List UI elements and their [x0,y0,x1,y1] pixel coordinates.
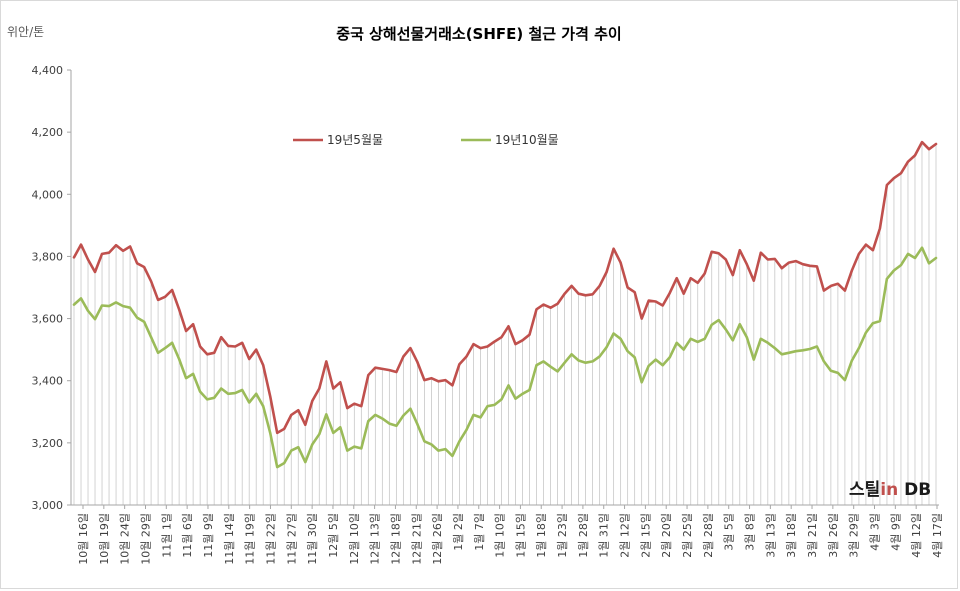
x-tick-label: 3월 26일 [826,513,840,558]
legend-label-2: 19년10월물 [495,133,559,147]
x-tick-label: 10월 29일 [138,513,152,565]
x-tick-label: 1월 2일 [451,513,465,551]
x-tick-label: 12월 5일 [326,513,340,558]
x-tick-label: 11월 22일 [263,513,277,565]
x-tick-label: 1월 23일 [555,513,569,558]
x-tick-label: 2월 15일 [638,513,652,558]
x-tick-label: 11월 9일 [201,513,215,558]
x-tick-label: 2월 20일 [659,513,673,558]
legend-label-1: 19년5월물 [327,133,383,147]
x-tick-label: 11월 27일 [284,513,298,565]
x-tick-label: 10월 24일 [118,513,132,565]
x-tick-label: 12월 21일 [409,513,423,565]
x-tick-label: 1월 7일 [472,513,486,551]
x-tick-label: 3월 21일 [805,513,819,558]
x-tick-label: 1월 28일 [576,513,590,558]
x-tick-label: 1월 15일 [513,513,527,558]
x-tick-label: 11월 19일 [243,513,257,565]
x-tick-label: 4월 9일 [888,513,902,551]
x-tick-label: 1월 10일 [493,513,507,558]
y-tick-label: 3,200 [32,437,64,450]
x-tick-label: 11월 1일 [159,513,173,558]
x-tick-label: 3월 29일 [847,513,861,558]
y-tick-label: 3,600 [32,313,64,326]
y-tick-label: 4,000 [32,188,64,201]
x-tick-label: 10월 16일 [76,513,90,565]
steelin-db-logo: 스틸in DB [849,480,932,500]
chart-title: 중국 상해선물거래소(SHFE) 철근 가격 추이 [336,25,622,43]
x-tick-label: 11월 30일 [305,513,319,565]
x-tick-label: 11월 6일 [180,513,194,558]
x-tick-label: 12월 26일 [430,513,444,565]
x-tick-label: 10월 19일 [97,513,111,565]
x-tick-label: 4월 12일 [909,513,923,558]
series-line-2 [72,246,938,469]
y-tick-label: 4,200 [32,126,64,139]
x-tick-label: 4월 3일 [868,513,882,551]
y-unit-label: 위안/톤 [7,25,45,39]
x-tick-label: 2월 25일 [680,513,694,558]
series-line-1 [72,140,938,435]
y-tick-label: 4,400 [32,64,64,77]
x-tick-label: 3월 5일 [722,513,736,551]
y-tick-label: 3,000 [32,499,64,512]
x-tick-label: 2월 12일 [618,513,632,558]
x-tick-label: 12월 18일 [388,513,402,565]
x-tick-label: 11월 14일 [222,513,236,565]
x-tick-label: 3월 8일 [743,513,757,551]
y-tick-label: 3,800 [32,250,64,263]
x-tick-label: 1월 18일 [534,513,548,558]
x-tick-label: 12월 13일 [368,513,382,565]
y-tick-label: 3,400 [32,375,64,388]
x-tick-label: 2월 28일 [701,513,715,558]
x-tick-label: 3월 13일 [763,513,777,558]
x-tick-label: 4월 17일 [930,513,944,558]
x-tick-label: 3월 18일 [784,513,798,558]
x-tick-label: 12월 10일 [347,513,361,565]
x-tick-label: 1월 31일 [597,513,611,558]
